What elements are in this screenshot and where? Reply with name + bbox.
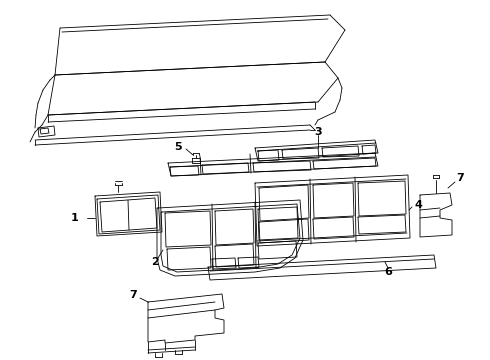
Text: 4: 4 <box>414 200 422 210</box>
Text: 2: 2 <box>151 257 159 267</box>
Text: 3: 3 <box>314 127 322 137</box>
Text: 6: 6 <box>384 267 392 277</box>
Text: 1: 1 <box>71 213 79 223</box>
Text: 7: 7 <box>456 173 464 183</box>
Text: 5: 5 <box>174 142 182 152</box>
Text: 7: 7 <box>129 290 137 300</box>
